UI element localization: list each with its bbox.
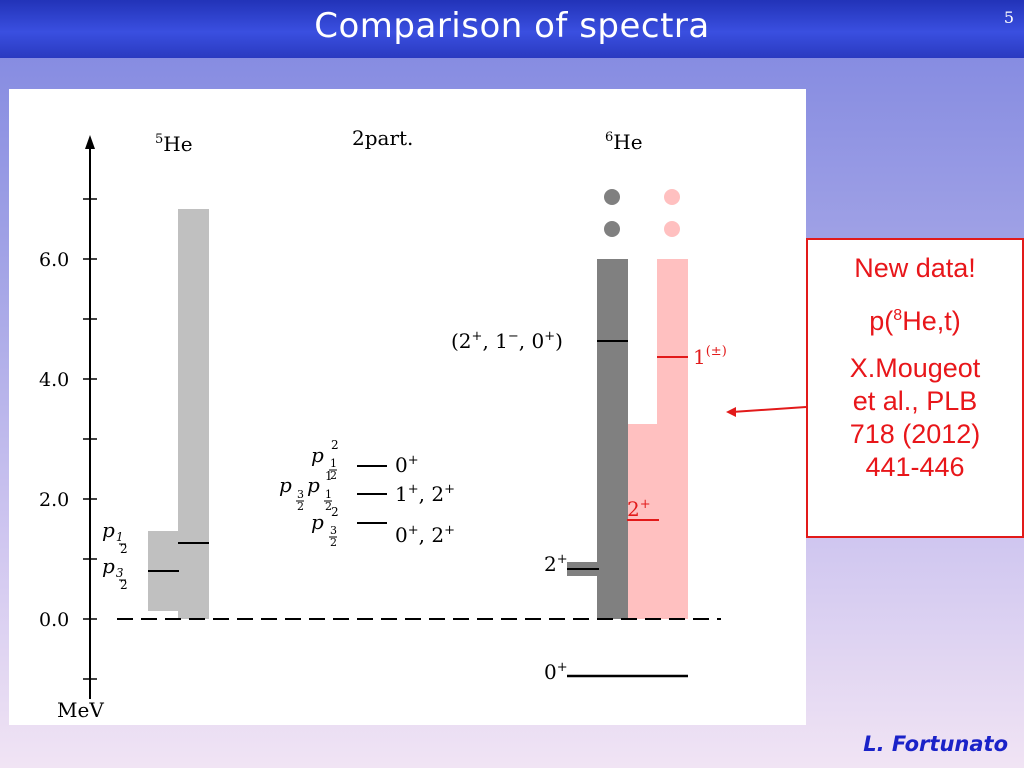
svg-text:3: 3: [330, 524, 337, 537]
two-part-config-2b: p: [307, 473, 320, 497]
header-he6: 6He: [605, 130, 643, 154]
svg-text:2: 2: [330, 536, 337, 549]
callout-arrow: [726, 406, 807, 417]
svg-text:2: 2: [331, 505, 339, 519]
callout-reference-journal: et al., PLB: [852, 386, 978, 416]
new-data-low-bar: [628, 424, 659, 619]
he5-p32-width-bar: [178, 209, 209, 619]
two-part-state-3: 0+, 2+: [395, 523, 455, 547]
axis-arrowhead: [85, 135, 95, 149]
he6-resonance-group-label: (2+, 1−, 0+): [451, 329, 563, 353]
svg-text:1: 1: [325, 488, 332, 501]
svg-text:1: 1: [330, 457, 337, 470]
callout-reference-pages: 441-446: [865, 452, 965, 482]
two-part-state-2: 1+, 2+: [395, 482, 455, 506]
new-data-continuation-dot-1: [664, 189, 680, 205]
axis-unit-label: MeV: [57, 698, 104, 722]
new-data-2plus-label: 2+: [627, 497, 651, 521]
callout-reference-volume: 718 (2012): [849, 419, 981, 449]
header-two-particle: 2part.: [352, 126, 413, 150]
tick-label-6: 6.0: [39, 249, 69, 271]
he6-continuum-bar: [597, 259, 628, 619]
two-part-config-3: p: [311, 510, 324, 534]
svg-text:2: 2: [120, 578, 128, 592]
tick-label-4: 4.0: [39, 369, 69, 391]
level-scheme-figure: 0.0 2.0 4.0 6.0 MeV 5He 2part. 6He p1 2 …: [9, 89, 806, 725]
callout-reaction: p(8He,t): [869, 306, 961, 336]
two-part-state-1: 0+: [395, 453, 419, 477]
slide-title: Comparison of spectra: [314, 6, 710, 46]
title-bar: [0, 0, 1024, 58]
he6-ground-label: 0+: [544, 660, 568, 684]
slide-number: 5: [1003, 8, 1014, 27]
svg-text:2: 2: [297, 500, 304, 513]
callout-headline: New data!: [854, 253, 976, 283]
he6-continuation-dot-2: [604, 221, 620, 237]
svg-text:3: 3: [297, 488, 304, 501]
tick-label-2: 2.0: [39, 489, 69, 511]
new-data-continuation-dot-2: [664, 221, 680, 237]
svg-text:2: 2: [325, 500, 332, 513]
svg-text:2: 2: [331, 438, 339, 452]
axis-tick-marks: [83, 198, 97, 680]
level-scheme-svg: 0.0 2.0 4.0 6.0 MeV 5He 2part. 6He p1 2 …: [39, 126, 727, 722]
header-he5: 5He: [155, 132, 193, 156]
he6-continuation-dot-1: [604, 189, 620, 205]
new-data-high-bar: [657, 259, 688, 619]
two-part-config-1: p: [311, 443, 324, 467]
author-signature: L. Fortunato: [863, 732, 1008, 756]
svg-text:2: 2: [120, 542, 128, 556]
he5-label-p12: p1: [102, 518, 123, 544]
new-data-1-label: 1(±): [693, 344, 727, 369]
svg-text:1: 1: [325, 469, 333, 483]
two-part-config-2a: p: [279, 473, 292, 497]
tick-label-0: 0.0: [39, 609, 69, 631]
svg-text:2: 2: [330, 469, 337, 482]
new-data-callout: New data! p(8He,t) X.Mougeot et al., PLB…: [806, 238, 1024, 538]
he6-2plus-label: 2+: [544, 552, 568, 576]
callout-reference-authors: X.Mougeot: [849, 353, 981, 383]
he5-label-p32: p3: [102, 554, 124, 580]
